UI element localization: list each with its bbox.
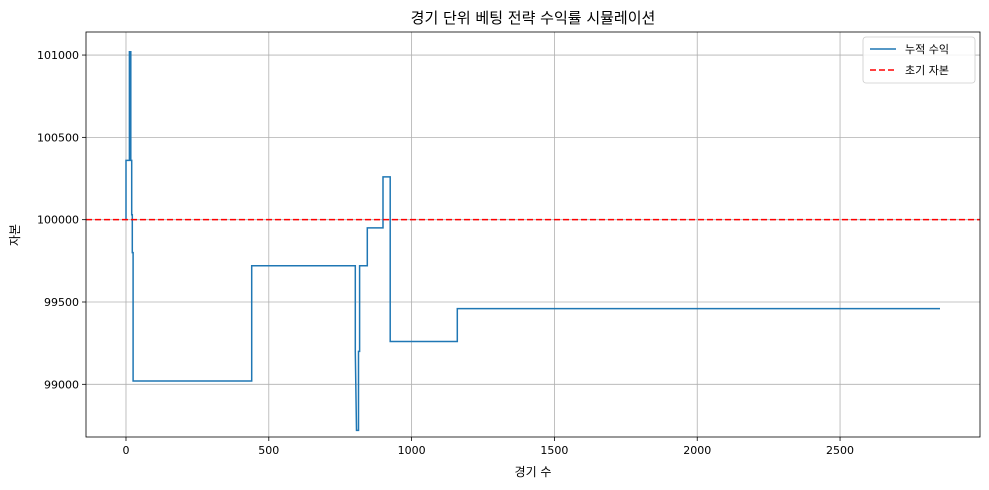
x-tick-label: 2000 — [683, 444, 711, 457]
x-tick-label: 0 — [122, 444, 129, 457]
y-tick-label: 100000 — [37, 214, 79, 227]
y-tick-label: 99000 — [44, 378, 79, 391]
legend-entry: 누적 수익 — [905, 43, 949, 56]
x-tick-label: 2500 — [826, 444, 854, 457]
chart-title: 경기 단위 베팅 전략 수익률 시뮬레이션 — [411, 9, 656, 27]
y-tick-label: 100500 — [37, 131, 79, 144]
series-layer — [86, 51, 980, 432]
x-axis-ticks: 0 500 1000 1500 2000 2500 — [122, 437, 854, 457]
y-axis-ticks: 99000 99500 100000 100500 101000 — [37, 49, 86, 391]
y-tick-label: 99500 — [44, 296, 79, 309]
legend-entry: 초기 자본 — [905, 64, 949, 77]
x-tick-label: 1500 — [540, 444, 568, 457]
grid-lines — [86, 32, 980, 437]
y-tick-label: 101000 — [37, 49, 79, 62]
x-axis-label: 경기 수 — [515, 465, 552, 479]
y-axis-label: 자본 — [8, 224, 22, 246]
x-tick-label: 500 — [258, 444, 279, 457]
cumulative-profit-line — [125, 51, 940, 432]
x-tick-label: 1000 — [398, 444, 426, 457]
plot-frame — [85, 31, 981, 438]
